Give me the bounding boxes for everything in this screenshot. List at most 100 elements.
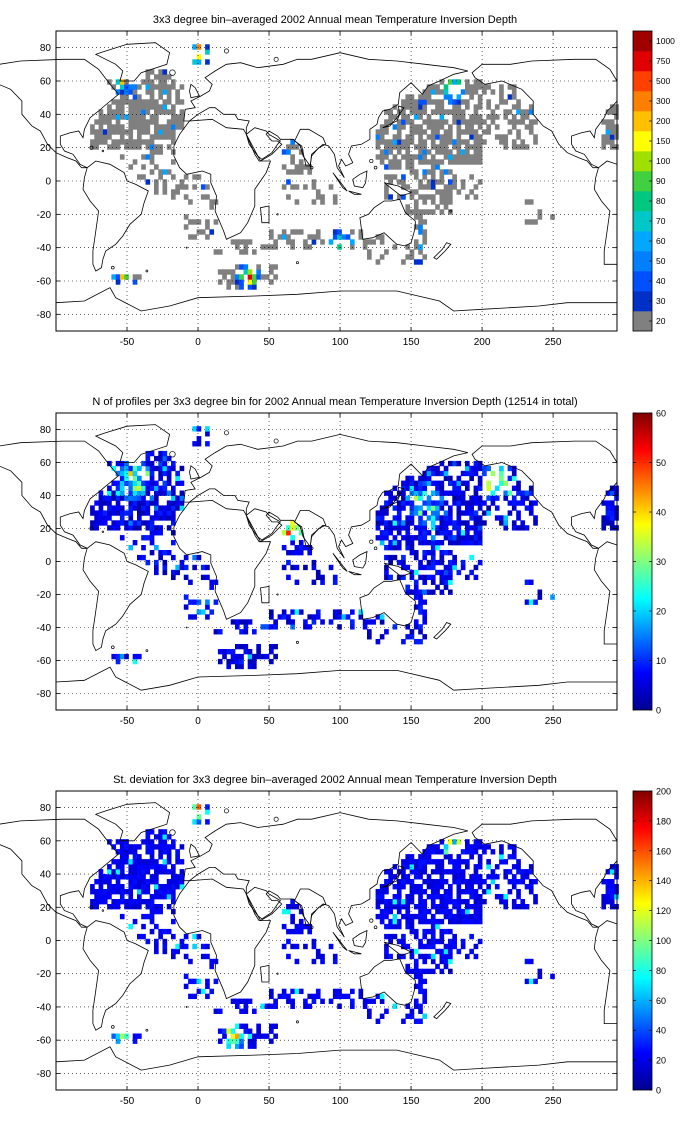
grid-cell	[430, 943, 436, 950]
grid-cell	[141, 495, 146, 501]
grid-cell	[439, 849, 445, 855]
island-outline	[101, 909, 105, 912]
grid-cell	[115, 485, 121, 491]
grid-cell	[379, 614, 385, 620]
grid-cell	[115, 79, 121, 85]
grid-cell	[507, 889, 513, 895]
grid-cell	[460, 114, 466, 120]
grid-cell	[418, 938, 423, 945]
grid-cell	[273, 1023, 278, 1029]
grid-cell	[413, 928, 419, 935]
colorbar-label: 100	[656, 936, 671, 946]
grid-cell	[486, 874, 491, 880]
grid-cell	[537, 209, 543, 215]
grid-cell	[392, 515, 398, 521]
grid-cell	[524, 904, 530, 910]
grid-cell	[392, 104, 398, 110]
grid-cell	[405, 634, 411, 640]
grid-cell	[132, 505, 138, 511]
grid-cell	[448, 139, 453, 145]
grid-cell	[430, 129, 436, 135]
colorbar-label: 300	[656, 96, 670, 106]
grid-cell	[413, 889, 419, 895]
grid-cell	[256, 264, 261, 270]
grid-cell	[456, 144, 462, 150]
grid-cell	[320, 958, 325, 965]
grid-cell	[477, 500, 483, 506]
grid-cell	[430, 465, 436, 472]
grid-cell	[217, 1008, 223, 1014]
grid-cell	[465, 99, 470, 105]
grid-cell	[448, 938, 453, 945]
grid-cell	[154, 99, 159, 105]
grid-cell	[294, 943, 300, 950]
grid-cell	[230, 239, 236, 245]
grid-cell	[422, 579, 428, 585]
grid-cell	[469, 569, 474, 576]
grid-cell	[217, 269, 223, 275]
grid-cell	[145, 89, 151, 95]
grid-cell	[469, 119, 474, 125]
grid-cell	[426, 953, 432, 960]
grid-cell	[315, 234, 321, 240]
grid-cell	[141, 859, 146, 865]
grid-cell	[166, 480, 172, 486]
grid-cell	[439, 485, 445, 491]
grid-cell	[418, 154, 423, 160]
grid-cell	[430, 545, 436, 551]
grid-cell	[171, 874, 176, 880]
grid-cell	[473, 564, 479, 571]
grid-cell	[358, 234, 364, 240]
grid-cell	[124, 94, 129, 100]
grid-cell	[443, 894, 449, 900]
grid-cell	[422, 589, 428, 595]
grid-cell	[379, 254, 385, 260]
grid-cell	[171, 879, 176, 885]
grid-cell	[205, 184, 210, 190]
grid-cell	[426, 149, 432, 155]
x-tick-label: 200	[474, 716, 491, 727]
grid-cell	[418, 124, 423, 130]
grid-cell	[516, 525, 521, 531]
grid-cell	[422, 470, 428, 477]
grid-cell	[465, 149, 470, 155]
grid-cell	[111, 653, 117, 660]
grid-cell	[460, 510, 466, 516]
grid-cell	[119, 470, 125, 477]
grid-cell	[137, 520, 142, 526]
grid-cell	[128, 510, 134, 516]
grid-cell	[141, 923, 146, 930]
colorbar-segment	[633, 171, 652, 192]
coastline	[471, 440, 618, 549]
grid-cell	[537, 973, 543, 980]
grid-cell	[192, 234, 197, 240]
grid-cell	[413, 129, 419, 135]
grid-cell	[179, 124, 185, 130]
grid-cell	[269, 644, 274, 650]
grid-cell	[149, 540, 155, 546]
grid-cell	[409, 879, 415, 885]
grid-cell	[166, 505, 172, 511]
grid-cell	[115, 869, 121, 875]
grid-cell	[158, 109, 163, 115]
grid-cell	[499, 849, 504, 855]
grid-cell	[405, 540, 411, 546]
grid-cell	[145, 864, 151, 870]
grid-cell	[507, 879, 513, 885]
grid-cell	[260, 274, 266, 280]
grid-cell	[452, 114, 457, 120]
grid-cell	[290, 540, 295, 546]
grid-cell	[392, 244, 398, 250]
grid-cell	[511, 139, 517, 145]
grid-cell	[384, 953, 389, 960]
grid-cell	[524, 958, 530, 965]
grid-cell	[98, 109, 104, 115]
grid-cell	[307, 923, 313, 930]
y-tick-label: 60	[40, 836, 52, 847]
grid-cell	[396, 923, 402, 930]
grid-cell	[171, 134, 176, 140]
grid-cell	[443, 584, 449, 590]
grid-cell	[102, 500, 108, 506]
grid-cell	[533, 500, 538, 506]
grid-cell	[183, 554, 189, 561]
